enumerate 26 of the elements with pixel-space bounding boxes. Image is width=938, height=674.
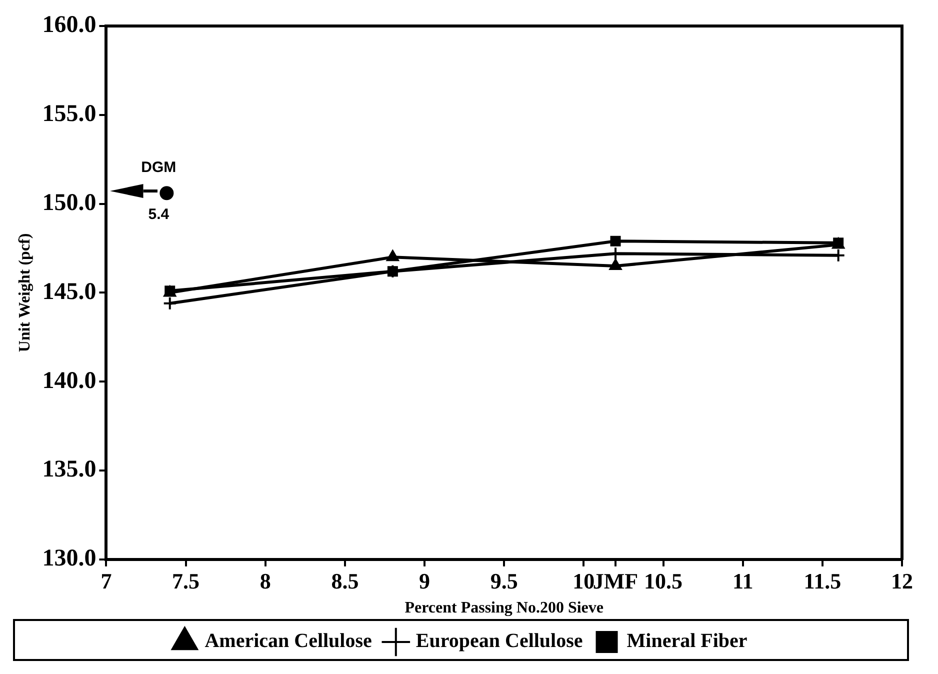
x-tick-label: 9.5 — [490, 568, 518, 594]
x-tick-label: 12 — [891, 568, 913, 594]
legend-label: European Cellulose — [416, 630, 583, 652]
y-tick-label: 145.0 — [42, 278, 96, 305]
annotation: DGM — [141, 158, 176, 176]
x-tick-label: 10.5 — [644, 568, 683, 594]
x-tick-label: 11.5 — [804, 568, 842, 594]
legend-label: American Cellulose — [204, 630, 372, 652]
x-tick-label: 9 — [419, 568, 430, 594]
y-tick-label: 155.0 — [42, 101, 96, 128]
x-tick-label: 8.5 — [331, 568, 359, 594]
x-tick-label: 10 — [572, 568, 595, 594]
y-axis-title: Unit Weight (pcf) — [16, 233, 34, 352]
annotation: 5.4 — [148, 206, 170, 223]
x-tick-label: JMF — [592, 568, 638, 594]
x-tick-label: 7.5 — [172, 568, 200, 594]
x-axis-title: Percent Passing No.200 Sieve — [404, 600, 604, 617]
x-tick-label: 8 — [260, 568, 271, 594]
x-tick-label: 7 — [100, 568, 112, 594]
x-tick-label: 11 — [732, 568, 754, 594]
y-tick-label: 130.0 — [42, 546, 96, 572]
y-tick-label: 135.0 — [42, 456, 96, 483]
y-tick-label: 160.0 — [42, 12, 96, 38]
y-tick-label: 140.0 — [42, 368, 96, 394]
y-tick-label: 150.0 — [42, 190, 96, 216]
legend-label: Mineral Fiber — [626, 630, 748, 652]
